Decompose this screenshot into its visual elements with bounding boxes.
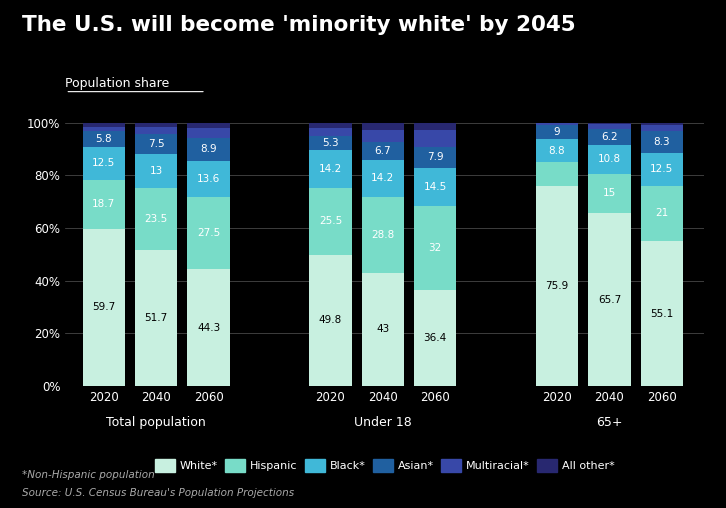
Bar [309, 255, 351, 386]
Bar [135, 188, 177, 250]
Text: 5.8: 5.8 [96, 134, 113, 144]
Bar [309, 128, 351, 136]
Bar [187, 129, 230, 138]
Text: 14.2: 14.2 [319, 164, 342, 174]
Bar [414, 147, 457, 168]
Text: 7.5: 7.5 [148, 139, 165, 149]
Text: 51.7: 51.7 [144, 313, 168, 323]
Bar [536, 122, 578, 123]
Bar [588, 145, 631, 174]
Bar [83, 132, 125, 147]
Bar [536, 163, 578, 186]
Bar [187, 138, 230, 161]
Text: 36.4: 36.4 [424, 333, 447, 343]
Text: Population share: Population share [65, 77, 170, 90]
Text: 75.9: 75.9 [545, 281, 568, 291]
Text: 55.1: 55.1 [650, 308, 674, 319]
Text: Under 18: Under 18 [354, 417, 412, 429]
Bar [135, 128, 177, 134]
Text: 15: 15 [603, 188, 616, 198]
Bar [588, 124, 631, 129]
Text: 6.2: 6.2 [601, 132, 618, 142]
Text: 49.8: 49.8 [319, 315, 342, 326]
Text: 8.9: 8.9 [200, 144, 217, 154]
Bar [309, 122, 351, 128]
Bar [640, 241, 683, 386]
Text: 14.5: 14.5 [424, 182, 447, 192]
Bar [414, 122, 457, 131]
Text: 8.3: 8.3 [653, 137, 670, 147]
Bar [536, 125, 578, 139]
Bar [309, 188, 351, 255]
Bar [414, 206, 457, 290]
Text: 18.7: 18.7 [92, 199, 115, 209]
Text: 8.8: 8.8 [549, 146, 566, 156]
Text: 10.8: 10.8 [598, 154, 621, 164]
Bar [362, 160, 404, 197]
Text: 7.9: 7.9 [427, 152, 444, 163]
Bar [414, 290, 457, 386]
Text: 32: 32 [428, 243, 442, 253]
Bar [83, 126, 125, 132]
Text: 12.5: 12.5 [650, 164, 674, 174]
Bar [309, 150, 351, 188]
Text: 23.5: 23.5 [144, 214, 168, 224]
Text: *Non-Hispanic population: *Non-Hispanic population [22, 470, 155, 480]
Bar [588, 174, 631, 213]
Bar [588, 213, 631, 386]
Text: 65+: 65+ [596, 417, 623, 429]
Bar [83, 229, 125, 386]
Text: 13: 13 [150, 166, 163, 176]
Text: 44.3: 44.3 [197, 323, 220, 333]
Bar [83, 147, 125, 179]
Text: 21: 21 [655, 208, 669, 218]
Bar [135, 250, 177, 386]
Bar [83, 179, 125, 229]
Text: Total population: Total population [107, 417, 206, 429]
Bar [640, 122, 683, 125]
Text: 13.6: 13.6 [197, 174, 220, 184]
Bar [536, 186, 578, 386]
Bar [309, 136, 351, 150]
Text: 9: 9 [554, 128, 560, 137]
Bar [135, 154, 177, 188]
Bar [536, 139, 578, 163]
Bar [640, 185, 683, 241]
Legend: White*, Hispanic, Black*, Asian*, Multiracial*, All other*: White*, Hispanic, Black*, Asian*, Multir… [155, 459, 615, 471]
Text: Source: U.S. Census Bureau's Population Projections: Source: U.S. Census Bureau's Population … [22, 488, 294, 498]
Bar [640, 131, 683, 153]
Bar [83, 122, 125, 126]
Bar [362, 273, 404, 386]
Bar [588, 129, 631, 145]
Bar [187, 197, 230, 269]
Bar [187, 122, 230, 129]
Bar [187, 269, 230, 386]
Text: The U.S. will become 'minority white' by 2045: The U.S. will become 'minority white' by… [22, 15, 576, 35]
Text: 25.5: 25.5 [319, 216, 342, 227]
Bar [135, 122, 177, 128]
Text: 5.3: 5.3 [322, 138, 339, 148]
Bar [362, 130, 404, 142]
Text: 6.7: 6.7 [375, 146, 391, 156]
Bar [362, 122, 404, 130]
Text: 14.2: 14.2 [371, 173, 394, 183]
Bar [414, 131, 457, 147]
Bar [640, 153, 683, 185]
Bar [135, 134, 177, 154]
Bar [187, 161, 230, 197]
Text: 12.5: 12.5 [92, 158, 115, 168]
Text: 43: 43 [376, 325, 389, 334]
Bar [362, 197, 404, 273]
Text: 28.8: 28.8 [371, 230, 394, 240]
Bar [414, 168, 457, 206]
Bar [588, 122, 631, 124]
Bar [640, 125, 683, 131]
Text: 65.7: 65.7 [597, 295, 621, 305]
Bar [362, 142, 404, 160]
Bar [536, 123, 578, 125]
Text: 27.5: 27.5 [197, 228, 220, 238]
Text: 59.7: 59.7 [92, 302, 115, 312]
